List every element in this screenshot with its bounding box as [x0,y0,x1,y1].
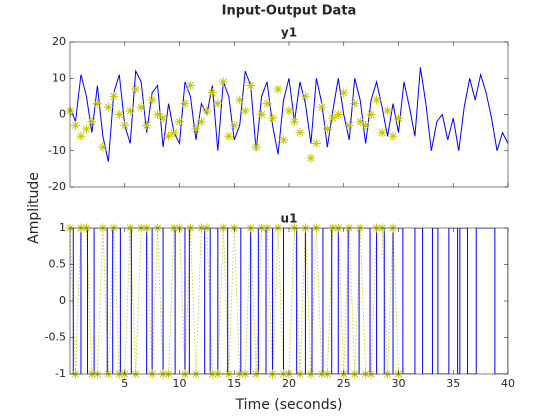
star-marker [251,142,261,152]
y-axis-label: Amplitude [26,172,42,244]
star-marker [317,102,327,112]
x-tick-label: 20 [282,377,296,390]
star-marker [224,131,234,141]
x-tick-label: 40 [501,377,515,390]
series-line [70,67,508,162]
star-marker [289,117,299,127]
star-marker [268,113,278,123]
star-marker [300,91,310,101]
star-marker [120,120,130,130]
x-tick-label: 15 [227,377,241,390]
y-tick-label: -10 [48,144,66,157]
star-marker [350,99,360,109]
figure-title: Input-Output Data [222,4,357,19]
y-tick-label: 20 [52,35,66,48]
y-tick-label: 0 [59,108,66,121]
x-tick-label: 35 [446,377,460,390]
plot-area [70,67,508,162]
x-tick-label: 30 [392,377,406,390]
star-marker [158,113,168,123]
x-tick-label: 5 [121,377,128,390]
star-marker [361,120,371,130]
star-marker [328,113,338,123]
star-marker [311,139,321,148]
x-tick-label: 25 [337,377,351,390]
star-marker [279,135,289,145]
star-marker [333,110,343,119]
x-axis-label: Time (seconds) [235,397,343,413]
star-marker [218,77,228,87]
star-marker [284,106,294,116]
star-marker [76,131,86,141]
y-tick-label: -0.5 [45,331,66,344]
star-marker [240,106,250,116]
y-tick-label: 1 [59,221,66,234]
star-marker [207,88,217,98]
star-marker [114,110,124,119]
star-marker [142,120,152,130]
star-marker [169,128,179,138]
star-marker [109,91,119,101]
x-tick-label: 10 [173,377,187,390]
star-marker [175,117,184,127]
star-marker [246,81,256,90]
star-marker [153,110,163,119]
star-marker [295,128,305,138]
star-marker [87,117,97,127]
subplot-title: y1 [281,26,297,40]
star-marker [147,95,157,105]
star-marker [92,99,102,109]
star-marker [366,110,376,119]
star-marker [229,120,239,130]
star-marker [339,88,349,98]
star-marker [383,106,393,116]
star-marker [164,131,174,141]
y-tick-label: -20 [48,180,66,193]
star-marker [273,84,283,94]
star-marker [125,106,135,116]
star-marker [257,110,267,119]
star-marker [306,153,316,163]
star-marker [131,84,141,94]
y-tick-label: -1 [55,367,66,380]
y-tick-label: 0 [59,294,66,307]
star-marker [185,81,195,90]
star-marker [213,99,223,109]
star-marker [388,131,398,141]
star-marker [394,113,403,123]
subplot-title: u1 [281,212,298,226]
star-marker [81,124,91,134]
star-marker [322,124,332,134]
star-marker [372,95,382,105]
star-marker [355,117,365,127]
y-tick-label: 0.5 [49,258,67,271]
star-marker [136,102,146,112]
star-marker [377,128,387,138]
star-marker [262,99,272,109]
axes-background [70,228,508,374]
star-marker [103,102,113,112]
star-marker [98,142,108,152]
star-marker [344,120,354,130]
star-marker [235,95,245,105]
star-marker [196,117,206,127]
star-marker [202,106,212,116]
star-marker [180,99,190,109]
y-tick-label: 10 [52,71,66,84]
star-marker [70,120,80,130]
star-marker [191,124,201,134]
